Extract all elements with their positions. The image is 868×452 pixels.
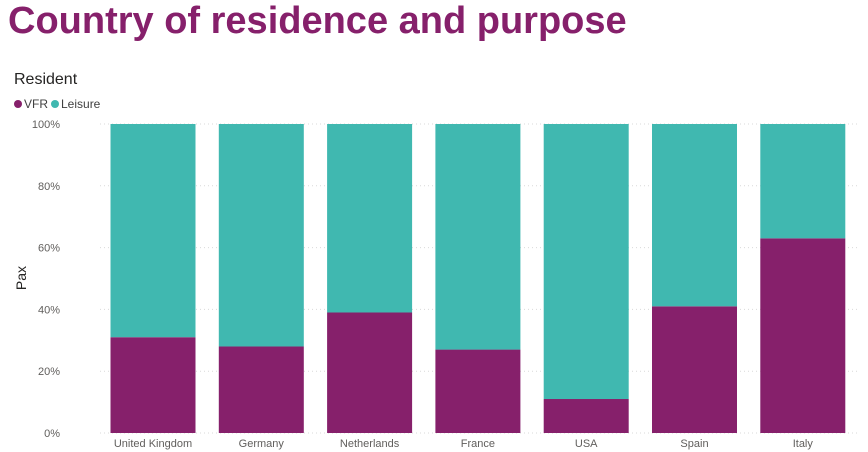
- bar-leisure-united-kingdom[interactable]: [110, 124, 196, 338]
- bar-leisure-italy[interactable]: [760, 124, 846, 239]
- legend: VFR Leisure: [14, 97, 103, 111]
- legend-label-leisure: Leisure: [61, 97, 101, 111]
- bar-leisure-france[interactable]: [435, 124, 521, 350]
- bar-vfr-germany[interactable]: [218, 346, 304, 433]
- page-title: Country of residence and purpose: [8, 0, 627, 42]
- bar-leisure-germany[interactable]: [218, 124, 304, 347]
- bar-vfr-france[interactable]: [435, 349, 521, 433]
- y-tick-label: 80%: [38, 181, 60, 193]
- bar-leisure-netherlands[interactable]: [327, 124, 413, 313]
- chart-title: Resident: [14, 71, 78, 88]
- y-tick-label: 60%: [38, 243, 60, 255]
- bar-vfr-italy[interactable]: [760, 238, 846, 433]
- y-tick-label: 0%: [44, 428, 60, 440]
- legend-item-vfr[interactable]: VFR: [14, 97, 48, 111]
- legend-label-vfr: VFR: [24, 97, 48, 111]
- bar-vfr-usa[interactable]: [543, 399, 629, 433]
- x-tick-label: Netherlands: [340, 438, 400, 450]
- bar-leisure-usa[interactable]: [543, 124, 629, 400]
- x-tick-label: Spain: [680, 438, 708, 450]
- y-tick-label: 20%: [38, 366, 60, 378]
- bars: [110, 124, 846, 433]
- bar-vfr-united-kingdom[interactable]: [110, 337, 196, 433]
- y-tick-label: 100%: [32, 119, 60, 131]
- x-tick-label: Germany: [239, 438, 285, 450]
- bar-leisure-spain[interactable]: [652, 124, 737, 307]
- x-tick-label: Italy: [793, 438, 814, 450]
- legend-item-leisure[interactable]: Leisure: [51, 97, 100, 111]
- legend-marker-vfr: [14, 100, 22, 108]
- legend-marker-leisure: [51, 100, 59, 108]
- x-axis-ticks: United Kingdom Germany Netherlands France US…: [114, 438, 814, 450]
- x-tick-label: USA: [575, 438, 598, 450]
- bar-vfr-netherlands[interactable]: [327, 312, 413, 433]
- x-tick-label: United Kingdom: [114, 438, 192, 450]
- bar-vfr-spain[interactable]: [652, 306, 737, 433]
- y-axis-title: Pax: [13, 266, 29, 290]
- x-tick-label: France: [461, 438, 495, 450]
- y-axis-ticks: 0% 20% 40% 60% 80% 100%: [32, 119, 60, 440]
- y-tick-label: 40%: [38, 304, 60, 316]
